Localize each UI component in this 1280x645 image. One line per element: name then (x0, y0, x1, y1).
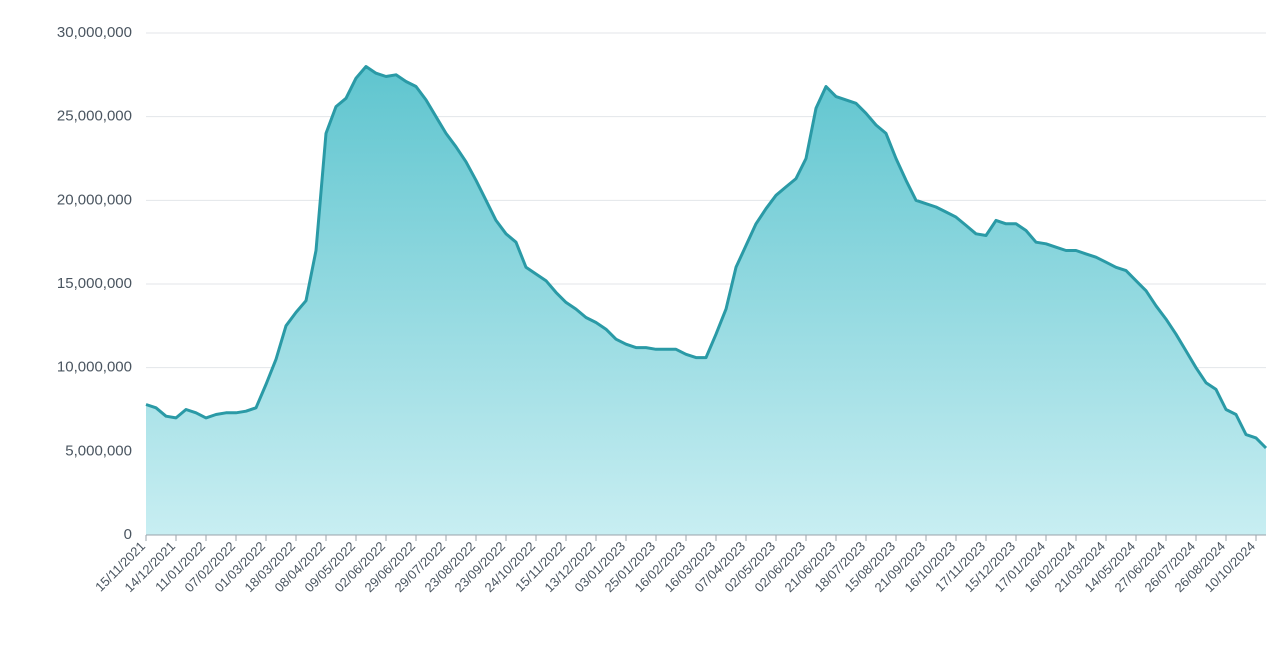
y-tick-label: 5,000,000 (65, 442, 132, 459)
y-tick-label: 10,000,000 (57, 359, 132, 376)
y-tick-label: 25,000,000 (57, 108, 132, 125)
y-tick-label: 0 (124, 526, 132, 543)
line (145, 65, 1268, 450)
y-tick-label: 15,000,000 (57, 275, 132, 292)
y-tick-label: 20,000,000 (57, 191, 132, 208)
y-tick-label: 30,000,000 (57, 24, 132, 41)
area (146, 66, 1266, 535)
